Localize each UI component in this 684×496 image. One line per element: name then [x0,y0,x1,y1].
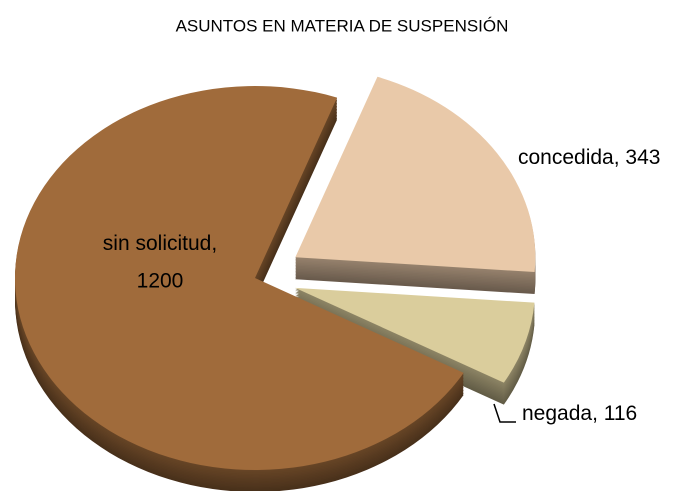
data-label: sin solicitud, [103,232,217,255]
slice-top [295,287,535,383]
data-label: negada, 116 [522,402,637,425]
label-value: 116 [604,402,637,425]
leader-line [493,403,516,423]
label-name: concedida, [518,146,625,169]
pie-slice [295,76,536,295]
pie-slice [15,85,464,492]
data-label: 1200 [137,270,184,293]
slice-top [15,85,464,470]
data-label: concedida, 343 [518,146,660,169]
slice-top [295,76,536,273]
label-value: 343 [625,146,660,169]
label-name: sin solicitud, [103,232,217,255]
label-name: negada, [522,402,604,425]
chart-title: ASUNTOS EN MATERIA DE SUSPENSIÓN [176,16,509,35]
